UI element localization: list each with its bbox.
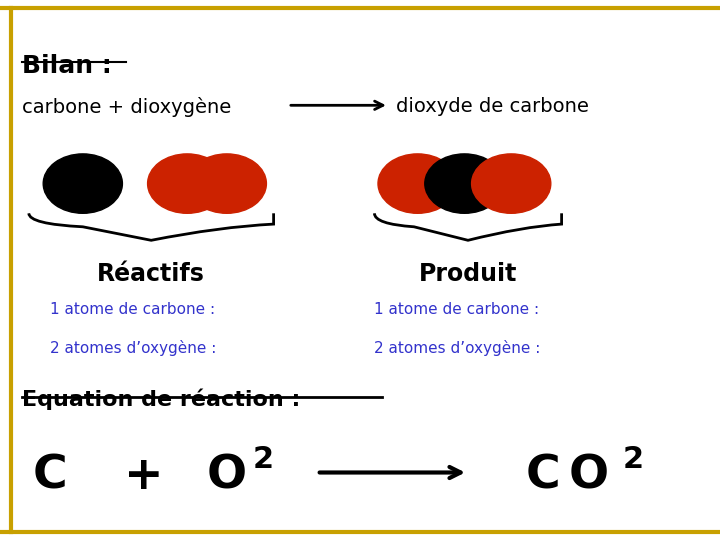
Text: Réactifs: Réactifs — [97, 262, 205, 286]
Text: C: C — [526, 454, 560, 498]
Text: dioxyde de carbone: dioxyde de carbone — [396, 97, 589, 116]
Text: Produit: Produit — [419, 262, 517, 286]
Circle shape — [187, 154, 266, 213]
Text: Equation de réaction :: Equation de réaction : — [22, 389, 300, 410]
Text: 2: 2 — [623, 446, 644, 475]
Text: 1 atome de carbone :: 1 atome de carbone : — [50, 302, 215, 318]
Text: C: C — [33, 454, 68, 498]
Circle shape — [472, 154, 551, 213]
Text: 1 atome de carbone :: 1 atome de carbone : — [374, 302, 539, 318]
Text: 2: 2 — [252, 446, 274, 475]
Text: O: O — [207, 454, 247, 498]
Text: 2 atomes d’oxygène :: 2 atomes d’oxygène : — [50, 340, 217, 356]
Text: 2 atomes d’oxygène :: 2 atomes d’oxygène : — [374, 340, 541, 356]
Circle shape — [425, 154, 504, 213]
Circle shape — [148, 154, 227, 213]
Circle shape — [378, 154, 457, 213]
Text: Bilan :: Bilan : — [22, 54, 112, 78]
Text: +: + — [124, 454, 164, 498]
Text: carbone + dioxygène: carbone + dioxygène — [22, 97, 231, 117]
Text: O: O — [569, 454, 609, 498]
Circle shape — [43, 154, 122, 213]
